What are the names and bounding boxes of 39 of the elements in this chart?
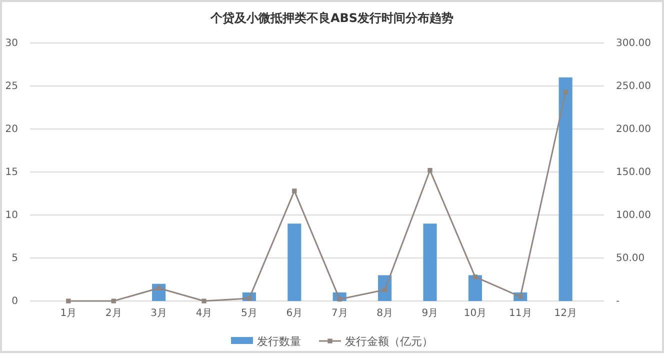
y2-tick-label: 100.00 (616, 210, 651, 222)
point (563, 90, 568, 94)
y2-tick-label: 200.00 (616, 124, 651, 136)
y2-tick-label: 250.00 (616, 81, 651, 92)
y2-tick-label: - (616, 296, 620, 308)
x-tick-label: 10月 (464, 308, 487, 320)
y-tick-label: 10 (5, 210, 18, 222)
point (428, 168, 432, 173)
x-tick-label: 12月 (554, 308, 577, 320)
point (156, 286, 162, 290)
y2-tick-label: 50.00 (616, 253, 645, 264)
y-tick-label: 20 (5, 124, 18, 136)
point (472, 274, 478, 280)
bar (288, 224, 302, 301)
x-tick-label: 11月 (509, 308, 532, 320)
bar (468, 275, 482, 301)
chart-title: 个贷及小微抵押类不良ABS发行时间分布趋势 (209, 11, 454, 25)
y-tick-label: 5 (12, 253, 18, 264)
x-tick-label: 9月 (422, 308, 438, 320)
bar (423, 224, 437, 301)
x-tick-label: 3月 (150, 308, 167, 320)
y-tick-label: 0 (12, 296, 18, 308)
bar (558, 77, 572, 301)
x-tick-label: 6月 (286, 308, 303, 320)
x-tick-label: 5月 (241, 308, 258, 320)
point (292, 188, 297, 194)
x-tick-label: 4月 (196, 308, 212, 320)
x-tick-label: 1月 (60, 308, 77, 320)
y-tick-label: 25 (5, 81, 18, 92)
legend-label: 发行数量 (257, 335, 301, 348)
point (382, 287, 388, 292)
y2-tick-label: 300.00 (616, 38, 651, 50)
y-tick-label: 15 (5, 167, 18, 178)
x-tick-label: 2月 (105, 308, 122, 320)
y-tick-label: 30 (5, 38, 18, 50)
legend-label: 发行金额（亿元） (345, 335, 433, 348)
x-tick-label: 7月 (331, 308, 348, 320)
x-tick-label: 8月 (376, 308, 393, 320)
y2-tick-label: 150.00 (616, 167, 651, 178)
